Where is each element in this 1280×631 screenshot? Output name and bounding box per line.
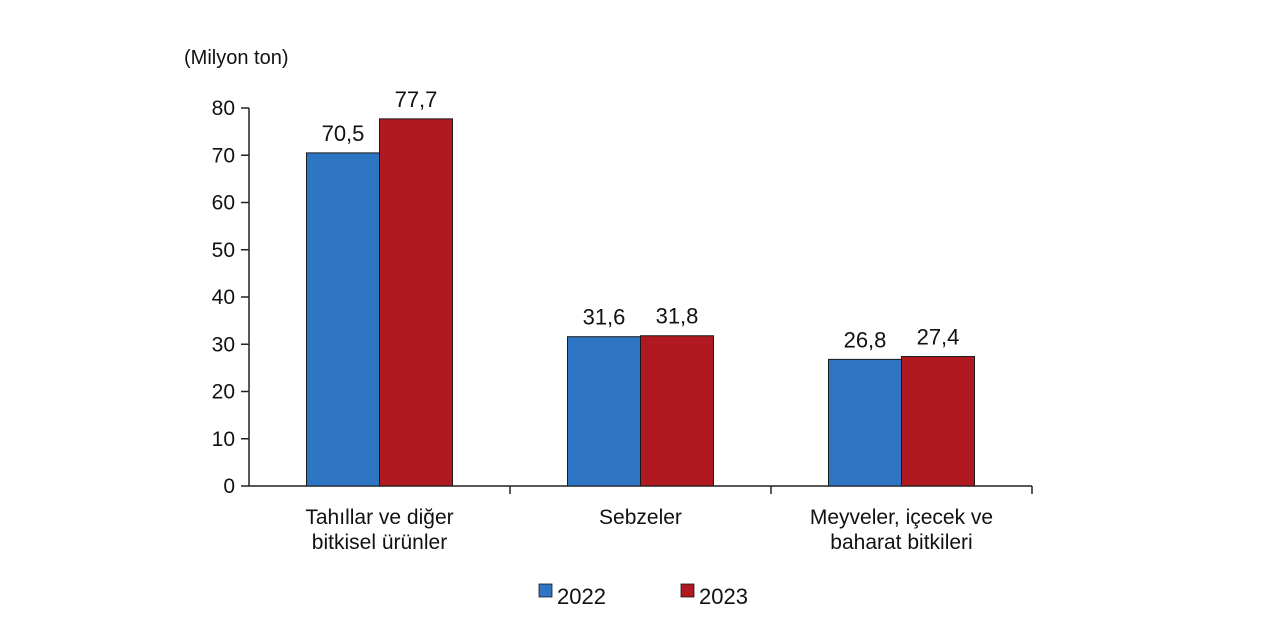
data-label-2023: 77,7 [395, 87, 438, 112]
y-tick-label: 80 [212, 97, 235, 120]
legend-swatch-2023 [680, 583, 695, 598]
data-label-2023: 31,8 [656, 304, 699, 329]
x-category-label: baharat bitkileri [830, 531, 972, 554]
x-category-label: Meyveler, içecek ve [810, 506, 993, 529]
y-tick-label: 60 [212, 192, 235, 215]
bar-2023 [379, 118, 453, 487]
y-tick-label: 10 [212, 428, 235, 451]
data-label-2023: 27,4 [917, 325, 960, 350]
x-category-label: bitkisel ürünler [312, 531, 447, 554]
data-label-2022: 70,5 [322, 121, 365, 146]
y-tick-label: 70 [212, 144, 235, 167]
x-category-label: Tahıllar ve diğer [305, 506, 453, 529]
y-tick-label: 0 [223, 475, 235, 498]
x-category-label: Sebzeler [599, 506, 682, 529]
axes: 0 10 20 30 40 50 60 70 80 Tahıllar ve diğerbitkis… [212, 97, 1033, 554]
data-label-2022: 26,8 [844, 327, 887, 352]
y-tick-label: 30 [212, 333, 235, 356]
bar-2022 [828, 358, 902, 487]
bars [306, 118, 975, 487]
legend-label-2023: 2023 [699, 584, 748, 609]
legend: 2022 2023 [538, 583, 748, 609]
legend-swatch-2022 [538, 583, 553, 598]
y-tick-label: 20 [212, 381, 235, 404]
legend-label-2022: 2022 [557, 584, 606, 609]
y-axis-unit-label: (Milyon ton) [184, 47, 288, 69]
bar-2022 [306, 152, 380, 487]
bar-2023 [640, 335, 714, 487]
bar-2022 [567, 336, 641, 487]
bar-2023 [901, 356, 975, 487]
data-labels: 70,5 31,6 26,8 77,7 31,8 27,4 [322, 87, 960, 353]
y-tick-label: 40 [212, 286, 235, 309]
y-tick-label: 50 [212, 239, 235, 262]
data-label-2022: 31,6 [583, 305, 626, 330]
